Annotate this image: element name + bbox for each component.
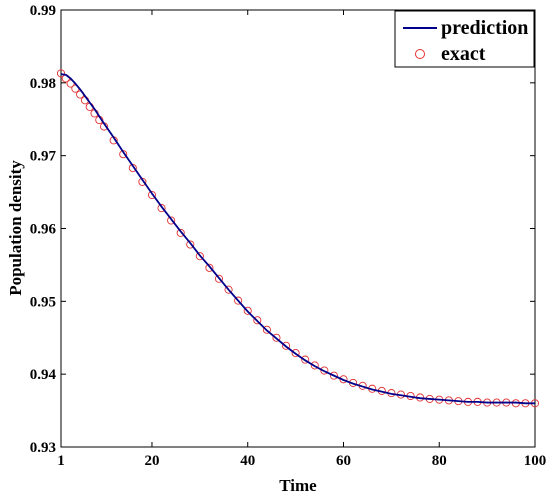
legend-box xyxy=(394,10,535,68)
exact-point xyxy=(234,296,243,305)
y-tick-label: 0.95 xyxy=(30,294,56,310)
x-tick-label: 60 xyxy=(336,453,351,469)
legend: prediction exact xyxy=(394,10,535,68)
y-tick-label: 0.99 xyxy=(30,3,56,19)
exact-point xyxy=(167,216,176,225)
prediction-line xyxy=(60,73,535,405)
exact-point xyxy=(147,190,157,200)
x-tick-label: 100 xyxy=(524,453,547,469)
exact-point xyxy=(291,348,300,358)
exact-point xyxy=(310,361,319,370)
x-tick-label: 1 xyxy=(57,453,65,469)
x-tick-label: 20 xyxy=(144,453,159,469)
y-tick-label: 0.98 xyxy=(30,76,56,92)
axis-ticks xyxy=(60,9,536,448)
y-axis-label: Population density xyxy=(6,160,25,296)
exact-point xyxy=(243,306,252,315)
exact-point xyxy=(176,228,185,237)
plot-area xyxy=(60,9,536,448)
exact-point xyxy=(262,325,271,334)
exact-point xyxy=(329,371,338,380)
exact-point xyxy=(320,366,329,375)
y-tick-label: 0.94 xyxy=(30,367,57,383)
exact-point xyxy=(186,240,195,249)
exact-point xyxy=(272,333,281,342)
y-tick-label: 0.96 xyxy=(30,222,57,238)
series-layer xyxy=(56,69,540,408)
exact-point xyxy=(157,204,166,213)
legend-exact-label: exact xyxy=(441,43,486,65)
exact-point xyxy=(253,316,262,325)
exact-point xyxy=(195,252,204,261)
x-tick-label: 80 xyxy=(432,453,447,469)
exact-point xyxy=(301,355,310,364)
exact-point xyxy=(214,274,224,283)
legend-prediction-label: prediction xyxy=(441,17,528,39)
exact-point xyxy=(56,69,66,78)
x-tick-labels: 1 20 40 60 80 100 xyxy=(57,453,546,469)
x-tick-label: 40 xyxy=(240,453,255,469)
exact-point xyxy=(281,341,291,350)
legend-exact-swatch xyxy=(415,49,425,59)
y-tick-label: 0.97 xyxy=(30,149,57,165)
y-tick-labels: 0.93 0.94 0.95 0.96 0.97 0.98 0.99 xyxy=(30,3,57,456)
y-tick-label: 0.93 xyxy=(30,440,56,456)
exact-point xyxy=(224,285,233,294)
exact-point xyxy=(205,263,214,272)
x-axis-label: Time xyxy=(279,476,317,495)
